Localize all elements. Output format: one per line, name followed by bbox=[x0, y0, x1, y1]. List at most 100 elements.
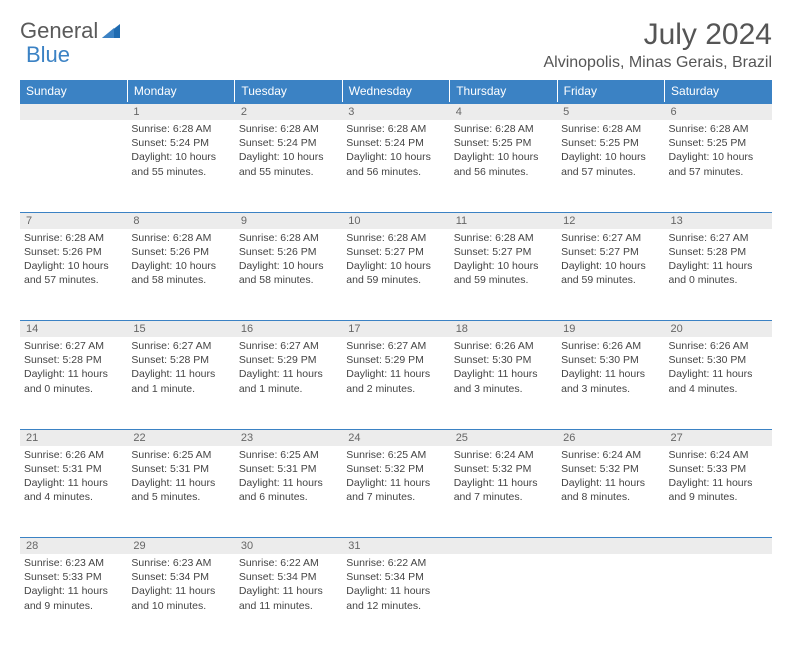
day-cell: Sunrise: 6:28 AMSunset: 5:25 PMDaylight:… bbox=[557, 120, 664, 212]
sunrise-text: Sunrise: 6:27 AM bbox=[669, 231, 768, 245]
day-cell bbox=[557, 554, 664, 646]
dayhead-sun: Sunday bbox=[20, 80, 127, 103]
sunset-text: Sunset: 5:24 PM bbox=[346, 136, 445, 150]
sunset-text: Sunset: 5:25 PM bbox=[561, 136, 660, 150]
week-row: Sunrise: 6:23 AMSunset: 5:33 PMDaylight:… bbox=[20, 554, 772, 646]
day-cell: Sunrise: 6:24 AMSunset: 5:32 PMDaylight:… bbox=[557, 446, 664, 538]
day-cell: Sunrise: 6:27 AMSunset: 5:27 PMDaylight:… bbox=[557, 229, 664, 321]
day-number: 6 bbox=[665, 103, 772, 120]
daylight-text: Daylight: 11 hours and 11 minutes. bbox=[239, 584, 338, 612]
daynum-row: 14151617181920 bbox=[20, 321, 772, 338]
day-info: Sunrise: 6:28 AMSunset: 5:25 PMDaylight:… bbox=[561, 120, 660, 179]
sunset-text: Sunset: 5:32 PM bbox=[454, 462, 553, 476]
day-info: Sunrise: 6:24 AMSunset: 5:33 PMDaylight:… bbox=[669, 446, 768, 505]
daylight-text: Daylight: 11 hours and 5 minutes. bbox=[131, 476, 230, 504]
day-info: Sunrise: 6:23 AMSunset: 5:34 PMDaylight:… bbox=[131, 554, 230, 613]
daylight-text: Daylight: 11 hours and 8 minutes. bbox=[561, 476, 660, 504]
day-number bbox=[665, 538, 772, 555]
sunset-text: Sunset: 5:30 PM bbox=[669, 353, 768, 367]
daylight-text: Daylight: 11 hours and 4 minutes. bbox=[669, 367, 768, 395]
sunset-text: Sunset: 5:28 PM bbox=[669, 245, 768, 259]
sunset-text: Sunset: 5:26 PM bbox=[24, 245, 123, 259]
day-number: 30 bbox=[235, 538, 342, 555]
day-cell: Sunrise: 6:25 AMSunset: 5:31 PMDaylight:… bbox=[235, 446, 342, 538]
daynum-row: 123456 bbox=[20, 103, 772, 120]
daynum-row: 28293031 bbox=[20, 538, 772, 555]
calendar-table: Sunday Monday Tuesday Wednesday Thursday… bbox=[20, 80, 772, 646]
day-cell bbox=[20, 120, 127, 212]
dayhead-sat: Saturday bbox=[665, 80, 772, 103]
day-number bbox=[450, 538, 557, 555]
daylight-text: Daylight: 10 hours and 57 minutes. bbox=[24, 259, 123, 287]
sunrise-text: Sunrise: 6:28 AM bbox=[346, 231, 445, 245]
day-cell: Sunrise: 6:28 AMSunset: 5:24 PMDaylight:… bbox=[342, 120, 449, 212]
daylight-text: Daylight: 11 hours and 3 minutes. bbox=[561, 367, 660, 395]
day-info: Sunrise: 6:26 AMSunset: 5:30 PMDaylight:… bbox=[454, 337, 553, 396]
sunrise-text: Sunrise: 6:28 AM bbox=[669, 122, 768, 136]
dayhead-mon: Monday bbox=[127, 80, 234, 103]
sunset-text: Sunset: 5:26 PM bbox=[239, 245, 338, 259]
logo: General bbox=[20, 18, 122, 44]
day-number: 14 bbox=[20, 321, 127, 338]
location: Alvinopolis, Minas Gerais, Brazil bbox=[543, 54, 772, 72]
sunrise-text: Sunrise: 6:25 AM bbox=[346, 448, 445, 462]
day-cell: Sunrise: 6:27 AMSunset: 5:29 PMDaylight:… bbox=[342, 337, 449, 429]
sunset-text: Sunset: 5:29 PM bbox=[239, 353, 338, 367]
day-number: 7 bbox=[20, 212, 127, 229]
day-cell: Sunrise: 6:26 AMSunset: 5:30 PMDaylight:… bbox=[450, 337, 557, 429]
day-cell: Sunrise: 6:28 AMSunset: 5:26 PMDaylight:… bbox=[127, 229, 234, 321]
day-number: 8 bbox=[127, 212, 234, 229]
day-number: 4 bbox=[450, 103, 557, 120]
day-cell: Sunrise: 6:24 AMSunset: 5:33 PMDaylight:… bbox=[665, 446, 772, 538]
daylight-text: Daylight: 11 hours and 0 minutes. bbox=[24, 367, 123, 395]
day-info: Sunrise: 6:26 AMSunset: 5:30 PMDaylight:… bbox=[669, 337, 768, 396]
day-info: Sunrise: 6:23 AMSunset: 5:33 PMDaylight:… bbox=[24, 554, 123, 613]
day-cell: Sunrise: 6:26 AMSunset: 5:30 PMDaylight:… bbox=[665, 337, 772, 429]
day-info: Sunrise: 6:25 AMSunset: 5:32 PMDaylight:… bbox=[346, 446, 445, 505]
sunset-text: Sunset: 5:34 PM bbox=[346, 570, 445, 584]
day-number: 22 bbox=[127, 429, 234, 446]
sunset-text: Sunset: 5:28 PM bbox=[131, 353, 230, 367]
daylight-text: Daylight: 11 hours and 0 minutes. bbox=[669, 259, 768, 287]
day-number bbox=[20, 103, 127, 120]
day-number: 17 bbox=[342, 321, 449, 338]
daylight-text: Daylight: 10 hours and 59 minutes. bbox=[454, 259, 553, 287]
day-number: 11 bbox=[450, 212, 557, 229]
logo-text-1: General bbox=[20, 18, 98, 44]
daylight-text: Daylight: 11 hours and 3 minutes. bbox=[454, 367, 553, 395]
day-number: 21 bbox=[20, 429, 127, 446]
sunrise-text: Sunrise: 6:28 AM bbox=[131, 231, 230, 245]
day-cell: Sunrise: 6:26 AMSunset: 5:31 PMDaylight:… bbox=[20, 446, 127, 538]
sunset-text: Sunset: 5:30 PM bbox=[561, 353, 660, 367]
day-cell: Sunrise: 6:28 AMSunset: 5:25 PMDaylight:… bbox=[450, 120, 557, 212]
day-cell: Sunrise: 6:25 AMSunset: 5:31 PMDaylight:… bbox=[127, 446, 234, 538]
daylight-text: Daylight: 10 hours and 55 minutes. bbox=[239, 150, 338, 178]
day-cell: Sunrise: 6:27 AMSunset: 5:28 PMDaylight:… bbox=[20, 337, 127, 429]
sunset-text: Sunset: 5:25 PM bbox=[669, 136, 768, 150]
calendar-body: 123456Sunrise: 6:28 AMSunset: 5:24 PMDay… bbox=[20, 103, 772, 646]
daylight-text: Daylight: 10 hours and 58 minutes. bbox=[239, 259, 338, 287]
daynum-row: 78910111213 bbox=[20, 212, 772, 229]
day-cell: Sunrise: 6:28 AMSunset: 5:24 PMDaylight:… bbox=[127, 120, 234, 212]
day-info: Sunrise: 6:26 AMSunset: 5:31 PMDaylight:… bbox=[24, 446, 123, 505]
sunset-text: Sunset: 5:26 PM bbox=[131, 245, 230, 259]
day-cell bbox=[665, 554, 772, 646]
day-number: 31 bbox=[342, 538, 449, 555]
logo-sail-icon bbox=[100, 22, 122, 40]
day-info: Sunrise: 6:28 AMSunset: 5:24 PMDaylight:… bbox=[131, 120, 230, 179]
daylight-text: Daylight: 11 hours and 9 minutes. bbox=[669, 476, 768, 504]
day-info: Sunrise: 6:28 AMSunset: 5:26 PMDaylight:… bbox=[24, 229, 123, 288]
day-number: 19 bbox=[557, 321, 664, 338]
daylight-text: Daylight: 10 hours and 55 minutes. bbox=[131, 150, 230, 178]
day-info: Sunrise: 6:25 AMSunset: 5:31 PMDaylight:… bbox=[131, 446, 230, 505]
sunrise-text: Sunrise: 6:28 AM bbox=[239, 231, 338, 245]
daylight-text: Daylight: 10 hours and 56 minutes. bbox=[454, 150, 553, 178]
sunrise-text: Sunrise: 6:28 AM bbox=[346, 122, 445, 136]
sunrise-text: Sunrise: 6:28 AM bbox=[561, 122, 660, 136]
day-info: Sunrise: 6:27 AMSunset: 5:28 PMDaylight:… bbox=[131, 337, 230, 396]
sunrise-text: Sunrise: 6:23 AM bbox=[24, 556, 123, 570]
sunset-text: Sunset: 5:31 PM bbox=[131, 462, 230, 476]
sunset-text: Sunset: 5:31 PM bbox=[239, 462, 338, 476]
day-info: Sunrise: 6:25 AMSunset: 5:31 PMDaylight:… bbox=[239, 446, 338, 505]
week-row: Sunrise: 6:28 AMSunset: 5:24 PMDaylight:… bbox=[20, 120, 772, 212]
